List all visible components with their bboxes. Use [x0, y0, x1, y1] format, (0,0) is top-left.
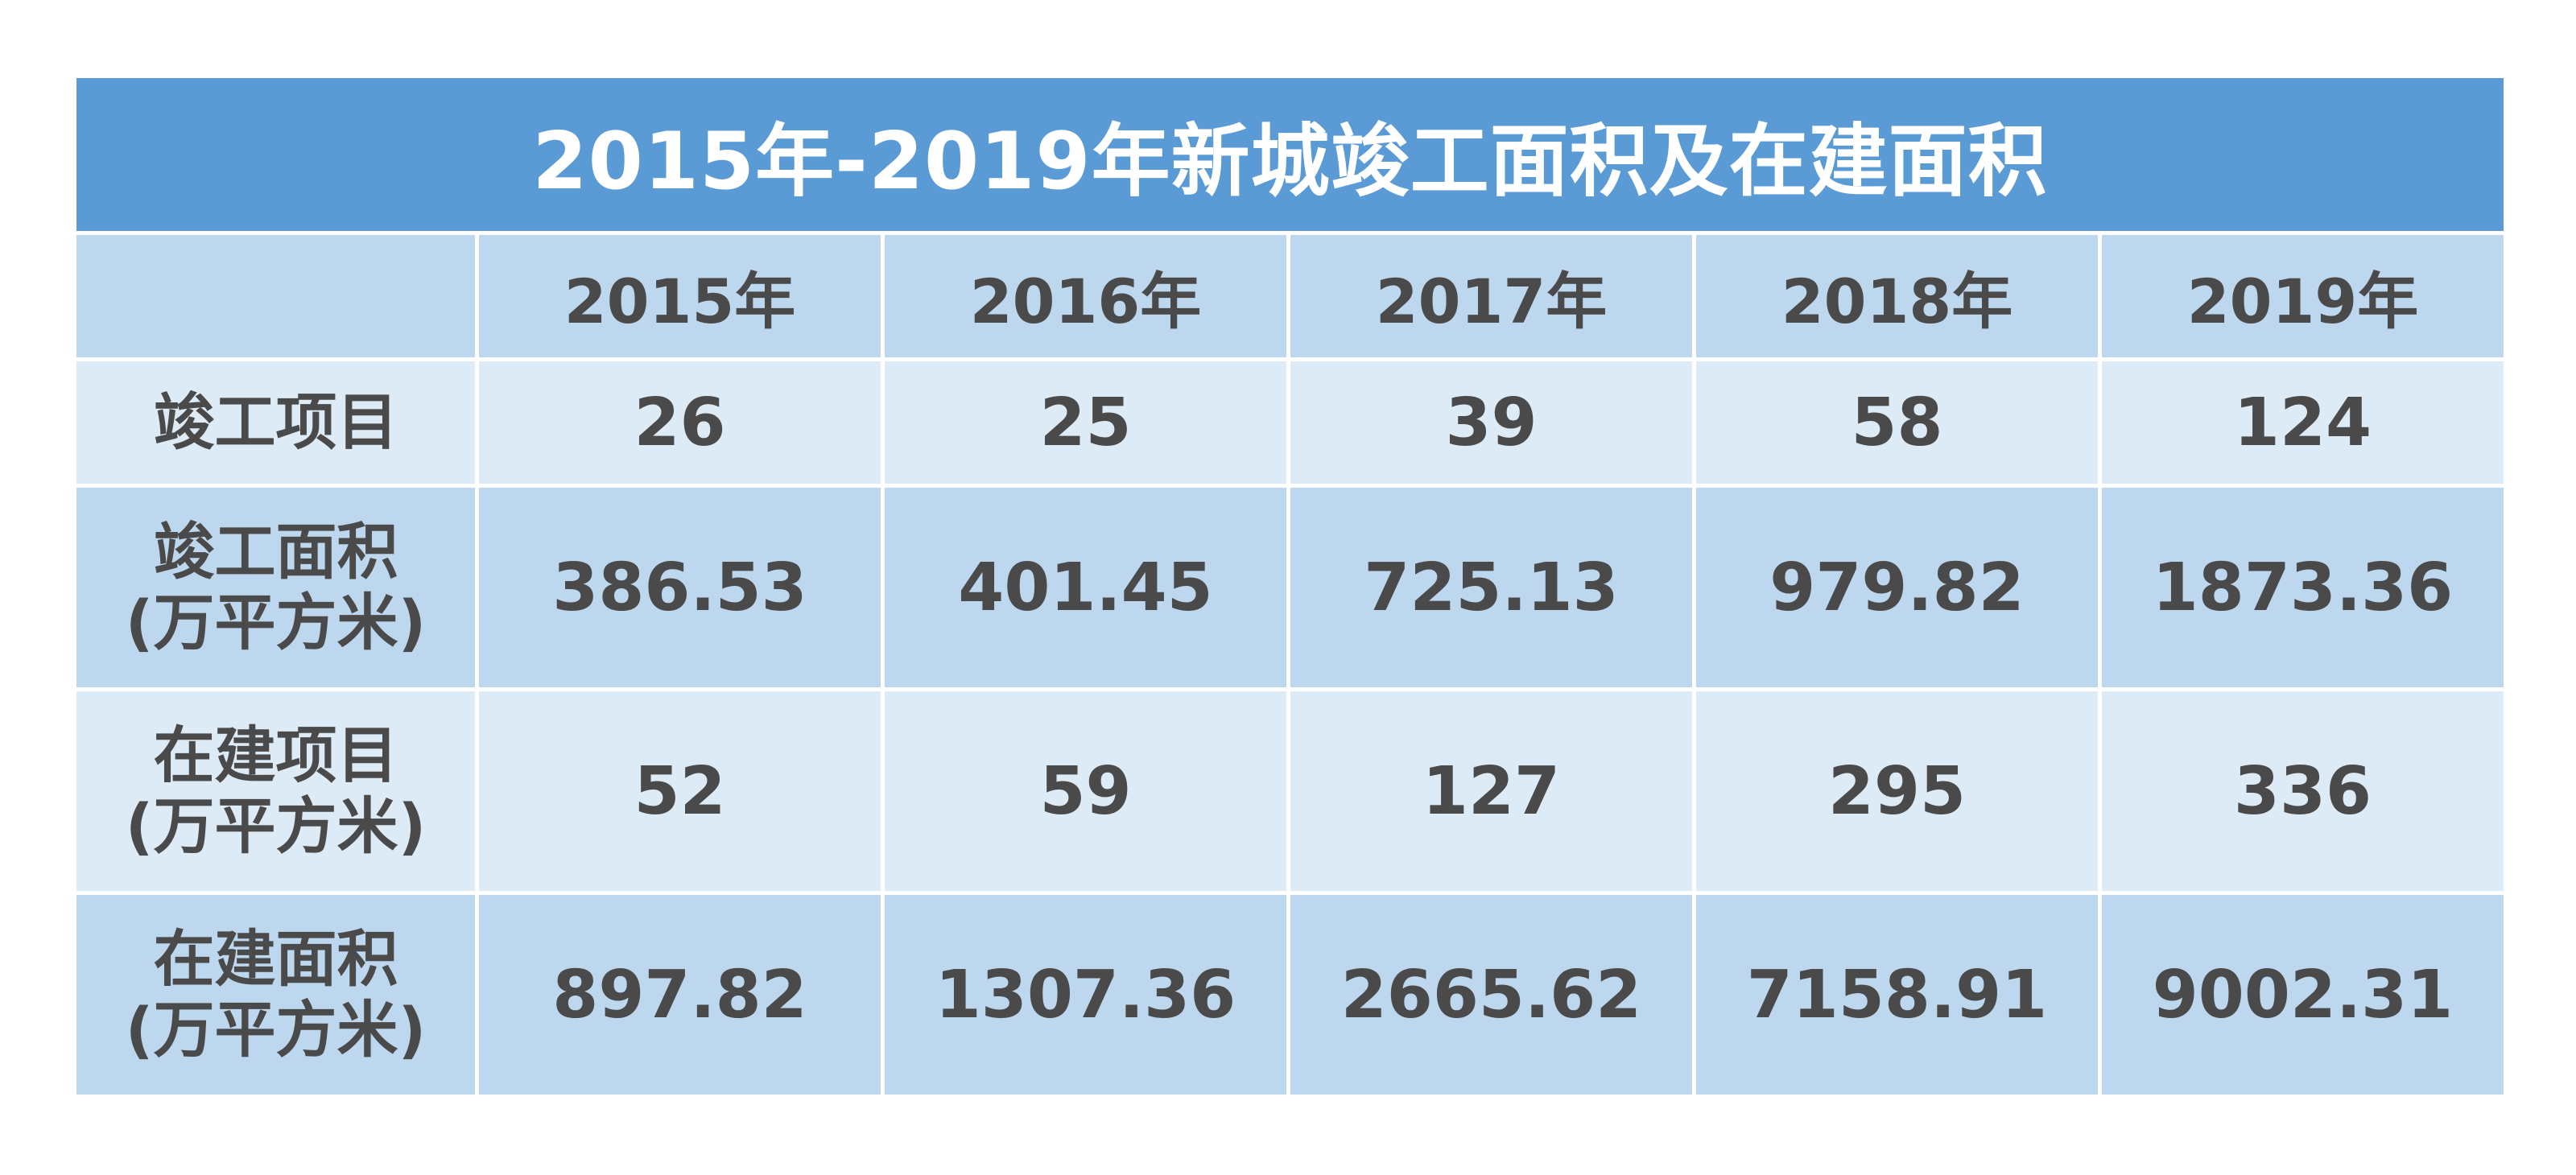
row-label-line: 在建面积: [153, 923, 398, 995]
table-cell: 1873.36: [2098, 484, 2508, 691]
row-label-line: 在建项目: [153, 719, 398, 791]
row-label-unit: (万平方米): [125, 994, 427, 1066]
row-label-construction-projects: 在建项目 (万平方米): [72, 687, 479, 895]
table-cell: 52: [475, 687, 885, 895]
table-row-completed-area: 竣工面积 (万平方米) 386.53 401.45 725.13 979.82 …: [72, 484, 2508, 691]
table-cell: 1307.36: [881, 891, 1290, 1099]
table-cell: 7158.91: [1692, 891, 2102, 1099]
table-cell: 401.45: [881, 484, 1290, 691]
table-cell: 26: [475, 357, 885, 488]
header-cell-2019: 2019年: [2098, 231, 2508, 361]
data-table-container: 2015年-2019年新城竣工面积及在建面积 2015年 2016年 2017年…: [72, 74, 2508, 1099]
data-table: 2015年-2019年新城竣工面积及在建面积 2015年 2016年 2017年…: [72, 74, 2508, 1099]
header-row: 2015年 2016年 2017年 2018年 2019年: [72, 231, 2508, 361]
table-cell: 59: [881, 687, 1290, 895]
table-cell: 39: [1286, 357, 1696, 488]
header-cell-2018: 2018年: [1692, 231, 2102, 361]
table-cell: 386.53: [475, 484, 885, 691]
table-title: 2015年-2019年新城竣工面积及在建面积: [72, 74, 2508, 235]
row-label-completed-area: 竣工面积 (万平方米): [72, 484, 479, 691]
table-cell: 979.82: [1692, 484, 2102, 691]
row-label-line: 竣工项目: [153, 386, 398, 458]
header-cell-2017: 2017年: [1286, 231, 1696, 361]
table-cell: 9002.31: [2098, 891, 2508, 1099]
row-label-construction-area: 在建面积 (万平方米): [72, 891, 479, 1099]
header-cell-empty: [72, 231, 479, 361]
header-cell-2015: 2015年: [475, 231, 885, 361]
table-cell: 25: [881, 357, 1290, 488]
row-label-unit: (万平方米): [125, 790, 427, 862]
header-cell-2016: 2016年: [881, 231, 1290, 361]
row-label-completed-projects: 竣工项目: [72, 357, 479, 488]
row-label-unit: (万平方米): [125, 587, 427, 658]
title-row: 2015年-2019年新城竣工面积及在建面积: [72, 74, 2508, 235]
row-label-line: 竣工面积: [153, 516, 398, 588]
table-row-construction-projects: 在建项目 (万平方米) 52 59 127 295 336: [72, 687, 2508, 895]
table-cell: 725.13: [1286, 484, 1696, 691]
table-cell: 58: [1692, 357, 2102, 488]
table-cell: 2665.62: [1286, 891, 1696, 1099]
table-cell: 295: [1692, 687, 2102, 895]
table-row-construction-area: 在建面积 (万平方米) 897.82 1307.36 2665.62 7158.…: [72, 891, 2508, 1099]
table-cell: 127: [1286, 687, 1696, 895]
table-cell: 336: [2098, 687, 2508, 895]
table-row-completed-projects: 竣工项目 26 25 39 58 124: [72, 357, 2508, 488]
table-cell: 897.82: [475, 891, 885, 1099]
table-cell: 124: [2098, 357, 2508, 488]
